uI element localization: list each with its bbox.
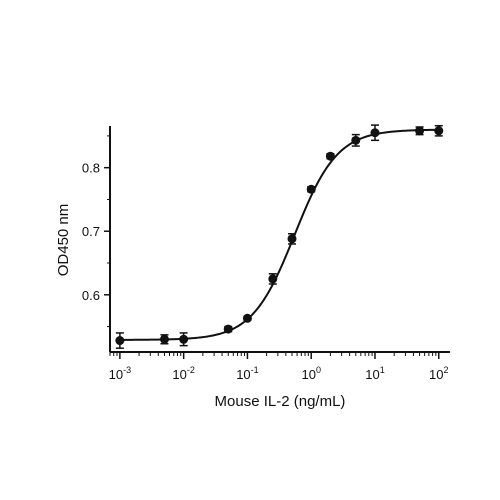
fit-curve-group (119, 128, 439, 341)
data-point (325, 151, 335, 161)
x-tick-label: 102 (429, 365, 448, 382)
data-point (115, 336, 125, 346)
data-point (287, 234, 297, 244)
data-point (159, 334, 169, 344)
x-tick-label: 10-3 (109, 365, 131, 382)
x-tick-label: 10-1 (236, 365, 258, 382)
y-axis-title: OD450 nm (55, 204, 72, 277)
x-tick-label: 10-2 (172, 365, 194, 382)
data-point (351, 135, 361, 145)
data-point (223, 324, 233, 334)
y-tick-label: 0.6 (82, 288, 100, 303)
data-point (242, 313, 252, 323)
data-point (306, 184, 316, 194)
y-tick-label: 0.8 (82, 161, 100, 176)
data-point (179, 334, 189, 344)
data-point (268, 274, 278, 284)
data-points (115, 126, 444, 346)
data-point (415, 126, 425, 136)
x-tick-label: 100 (301, 365, 320, 382)
fit-curve (119, 128, 439, 341)
axes: 0.6 0.7 0.8 10-3 10-2 10-1 100 101 102 (82, 126, 450, 382)
x-axis-title: Mouse IL-2 (ng/mL) (215, 393, 346, 410)
error-bars (115, 124, 443, 349)
x-tick-label: 101 (365, 365, 384, 382)
data-point (370, 128, 380, 138)
y-tick-label: 0.7 (82, 224, 100, 239)
data-point (434, 126, 444, 136)
